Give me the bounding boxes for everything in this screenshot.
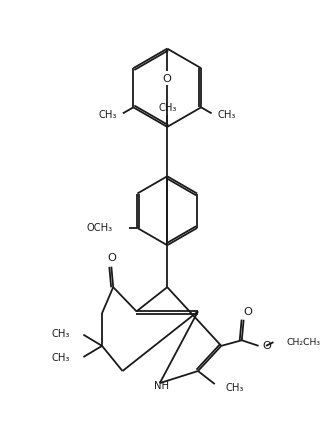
Text: OCH₃: OCH₃: [86, 223, 112, 233]
Text: CH₃: CH₃: [99, 110, 117, 120]
Text: CH₃: CH₃: [158, 103, 177, 113]
Text: CH₃: CH₃: [52, 329, 70, 339]
Text: O: O: [243, 307, 252, 317]
Text: O: O: [107, 253, 116, 263]
Text: CH₃: CH₃: [226, 383, 244, 393]
Text: NH: NH: [154, 381, 169, 391]
Text: O: O: [163, 74, 172, 84]
Text: CH₂CH₃: CH₂CH₃: [286, 338, 320, 347]
Text: CH₃: CH₃: [52, 353, 70, 363]
Text: CH₃: CH₃: [217, 110, 236, 120]
Text: O: O: [262, 341, 271, 351]
